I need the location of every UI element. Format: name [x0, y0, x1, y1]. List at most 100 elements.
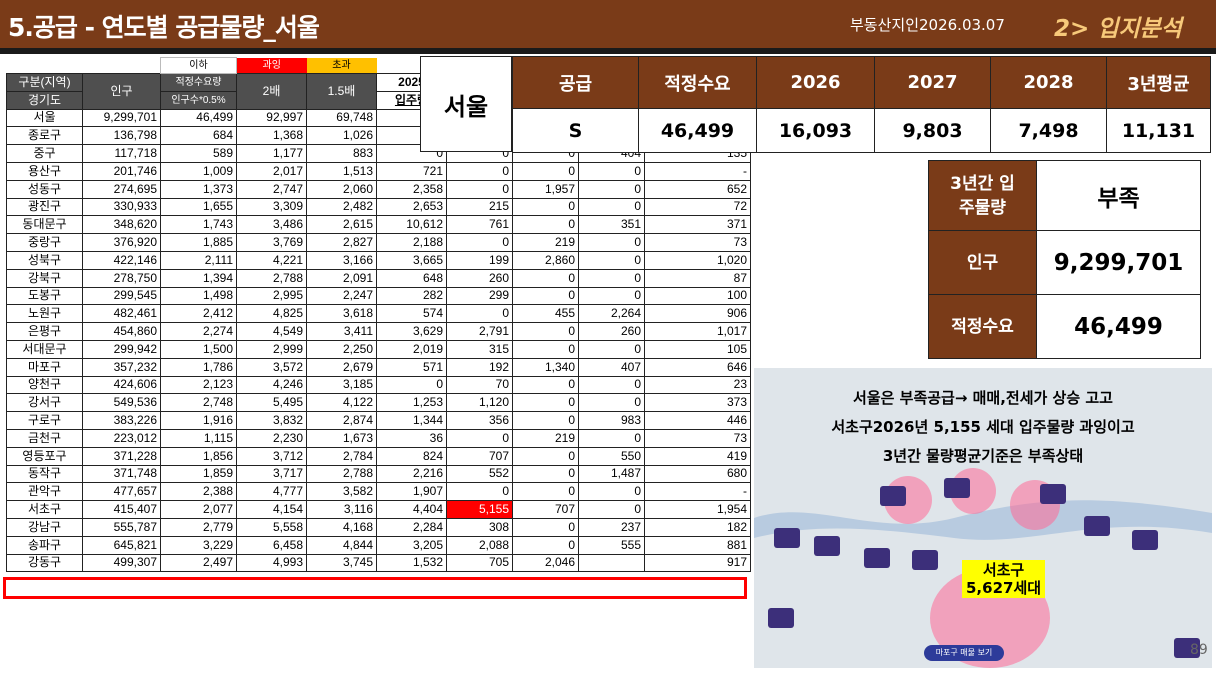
map-marker[interactable] [1040, 484, 1066, 504]
map-marker[interactable] [814, 536, 840, 556]
table-row: 동작구 371,748 1,859 3,717 2,788 2,216 552 0 1,487 6… [6, 464, 751, 484]
cell-y2026: 315 [446, 339, 513, 359]
cell-name: 양천구 [6, 375, 83, 395]
table-row: 용산구 201,746 1,009 2,017 1,513 721 0 0 0- [6, 161, 751, 181]
cell-name: 강동구 [6, 553, 83, 573]
cell-pop: 422,146 [82, 250, 161, 270]
map-marker[interactable] [1132, 530, 1158, 550]
cell-y2026: 707 [446, 446, 513, 466]
cell-name: 동작구 [6, 464, 83, 484]
cell-name: 용산구 [6, 161, 83, 181]
cell-need: 1,786 [160, 357, 237, 377]
map-marker[interactable] [912, 550, 938, 570]
cell-y2028: 0 [578, 197, 645, 217]
map-marker[interactable] [1174, 638, 1200, 658]
cell-y2026: 260 [446, 268, 513, 288]
cell-y2026: 0 [446, 428, 513, 448]
cell-pop: 223,012 [82, 428, 161, 448]
commentary-line-1: 서울은 부족공급→ 매매,전세가 상승 고고 [853, 389, 1113, 407]
cell-name: 성동구 [6, 179, 83, 199]
cell-pop: 371,748 [82, 464, 161, 484]
cell-pop: 201,746 [82, 161, 161, 181]
cell-y2025: 824 [376, 446, 447, 466]
cell-avg: 87 [644, 268, 751, 288]
cell-pop: 376,920 [82, 233, 161, 252]
cell-y2028: 0 [578, 428, 645, 448]
cell-y2028: 1,487 [578, 464, 645, 484]
cell-y2025: 2,216 [376, 464, 447, 484]
cell-pop: 371,228 [82, 446, 161, 466]
cell-avg: 1,017 [644, 322, 751, 341]
info-pop-value: 9,299,701 [1036, 230, 1201, 295]
cell-y2026: 192 [446, 357, 513, 377]
cell-need: 2,077 [160, 500, 237, 519]
cell-x2: 3,486 [236, 215, 307, 235]
cell-name: 관악구 [6, 482, 83, 502]
cell-y2025: 721 [376, 161, 447, 181]
summary-v-need: 46,499 [638, 108, 757, 153]
cell-y2027: 0 [512, 375, 579, 395]
cell-name: 영등포구 [6, 446, 83, 466]
cell-name: 노원구 [6, 304, 83, 324]
legend-band: 이하 과잉 초과 [7, 57, 751, 74]
cell-x15: 3,411 [306, 322, 377, 341]
cell-x15: 3,618 [306, 304, 377, 324]
cell-name: 성북구 [6, 250, 83, 270]
map-marker[interactable] [880, 486, 906, 506]
cell-x2: 3,572 [236, 357, 307, 377]
cell-y2025: 3,205 [376, 535, 447, 555]
summary-h-supply: 공급 [512, 56, 639, 109]
map-marker[interactable] [768, 608, 794, 628]
cell-y2028: 0 [578, 286, 645, 306]
cell-x2: 5,558 [236, 517, 307, 537]
view-listings-button[interactable]: 마포구 매물 보기 [924, 645, 1004, 661]
cell-name: 중랑구 [6, 233, 83, 252]
cell-need: 1,115 [160, 428, 237, 448]
table-row: 송파구 645,821 3,229 6,458 4,844 3,205 2,088 0 555 8… [6, 535, 751, 555]
info-pop-label: 인구 [928, 230, 1037, 295]
cell-y2028: 550 [578, 446, 645, 466]
table-row: 은평구 454,860 2,274 4,549 3,411 3,629 2,791 0 260 1… [6, 322, 751, 341]
cell-x15: 2,060 [306, 179, 377, 199]
summary-v-avg: 11,131 [1106, 108, 1211, 153]
cell-x2: 4,777 [236, 482, 307, 502]
table-row: 구로구 383,226 1,916 3,832 2,874 1,344 356 0 983 446 [6, 411, 751, 430]
cell-y2026: 0 [446, 482, 513, 502]
han-river-shape [754, 500, 1212, 540]
cell-avg: 917 [644, 553, 751, 573]
cell-pop: 299,545 [82, 286, 161, 306]
cell-y2028: 0 [578, 500, 645, 519]
cell-y2028: 0 [578, 375, 645, 395]
cell-need: 3,229 [160, 535, 237, 555]
summary-h-2026: 2026 [756, 56, 875, 109]
cell-pop: 499,307 [82, 553, 161, 573]
header-region: 구분(지역) [6, 73, 83, 92]
cell-y2026: 552 [446, 464, 513, 484]
table-row: 강남구 555,787 2,779 5,558 4,168 2,284 308 0 237 182 [6, 517, 751, 537]
header-need-formula: 인구수*0.5% [160, 90, 237, 110]
cell-x15: 3,116 [306, 500, 377, 519]
map-marker[interactable] [774, 528, 800, 548]
cell-y2027: 1,340 [512, 357, 579, 377]
cell-need: 2,497 [160, 553, 237, 573]
cell-avg: 100 [644, 286, 751, 306]
cell-y2025: 0 [376, 375, 447, 395]
cell-need: 1,859 [160, 464, 237, 484]
header-1-5x: 1.5배 [306, 73, 377, 110]
cell-y2028: 0 [578, 268, 645, 288]
cell-need: 1,856 [160, 446, 237, 466]
cell-x2: 4,549 [236, 322, 307, 341]
cell-x2: 92,997 [236, 108, 307, 128]
cell-name: 종로구 [6, 126, 83, 146]
cell-name: 금천구 [6, 428, 83, 448]
table-row: 성동구 274,695 1,373 2,747 2,060 2,358 0 1,957 0 652 [6, 179, 751, 199]
map-marker[interactable] [864, 548, 890, 568]
map-marker[interactable] [944, 478, 970, 498]
commentary-map-panel: 서울은 부족공급→ 매매,전세가 상승 고고 서초구2026년 5,155 세대… [754, 368, 1212, 668]
cell-need: 2,748 [160, 393, 237, 413]
cell-y2025: 36 [376, 428, 447, 448]
seocho-callout-name: 서초구 [982, 561, 1025, 579]
cell-y2025: 4,404 [376, 500, 447, 519]
map-marker[interactable] [1084, 516, 1110, 536]
cell-name: 서울 [6, 108, 83, 128]
